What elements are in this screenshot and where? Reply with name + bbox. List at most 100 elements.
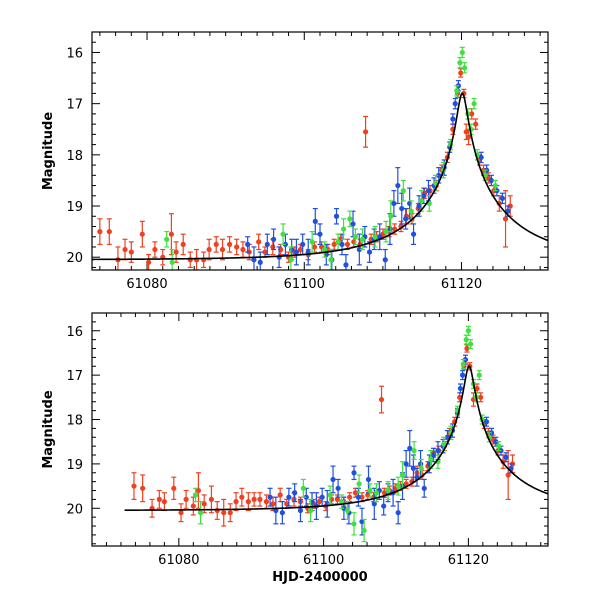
data-point (343, 262, 349, 268)
x-tick-label: 61100 (284, 277, 325, 292)
data-point (403, 461, 409, 467)
data-point (496, 443, 502, 449)
y-tick-label: 20 (66, 502, 83, 517)
data-point (365, 492, 371, 498)
data-point (221, 510, 227, 516)
data-point (234, 244, 240, 250)
data-point (192, 492, 199, 498)
data-point (270, 244, 276, 250)
data-point (270, 501, 276, 507)
plot-frame (91, 312, 549, 547)
data-point (201, 501, 207, 507)
model-curve (124, 365, 548, 511)
data-point (457, 385, 464, 392)
data-point (257, 259, 263, 265)
data-point (164, 236, 170, 242)
data-point (128, 249, 134, 255)
data-point (352, 490, 359, 496)
data-point (388, 213, 394, 219)
data-point (331, 241, 337, 248)
data-point (122, 246, 128, 253)
data-point (385, 487, 391, 494)
data-point (168, 231, 175, 237)
data-point (171, 485, 177, 491)
data-point (347, 494, 353, 500)
data-point (408, 208, 414, 214)
data-point (469, 111, 475, 117)
data-point (333, 213, 340, 219)
data-point (407, 445, 413, 451)
data-point (327, 492, 333, 498)
data-point (465, 134, 472, 140)
data-point (277, 492, 283, 498)
data-point (355, 494, 361, 500)
data-point (463, 337, 469, 343)
data-point (395, 510, 401, 516)
data-point (240, 246, 246, 253)
data-point (190, 503, 196, 509)
data-point (399, 205, 405, 212)
data-point (503, 454, 509, 460)
data-point (391, 200, 397, 207)
data-point (267, 494, 273, 500)
data-point (359, 518, 365, 525)
data-point (284, 501, 290, 507)
data-point (206, 246, 212, 253)
data-point (279, 510, 285, 516)
data-point (505, 472, 511, 478)
data-point (464, 345, 470, 352)
data-point (351, 470, 357, 476)
data-point (339, 241, 345, 248)
data-point (197, 510, 204, 516)
data-point (418, 198, 425, 204)
data-point (499, 195, 505, 201)
data-point (97, 229, 103, 235)
data-point (263, 499, 270, 505)
data-point (363, 129, 369, 135)
data-point (474, 385, 480, 392)
y-tick-label: 18 (66, 414, 83, 429)
data-point (421, 485, 427, 491)
data-point (280, 231, 286, 237)
y-tick-label: 16 (66, 46, 83, 61)
data-point (450, 116, 456, 122)
data-point (356, 246, 362, 253)
data-point (146, 259, 152, 265)
plot-area (124, 325, 548, 543)
x-tick-label: 61120 (448, 553, 489, 568)
data-point (488, 177, 494, 184)
data-point (502, 216, 509, 222)
data-point (256, 239, 262, 245)
data-point (493, 439, 499, 445)
data-point (347, 216, 353, 222)
data-point (214, 507, 220, 514)
data-point (460, 361, 466, 367)
y-tick-label: 17 (66, 98, 83, 113)
data-point (373, 490, 380, 496)
x-tick-label: 61080 (126, 277, 167, 292)
data-point (463, 129, 469, 135)
data-point (251, 257, 257, 263)
data-point (334, 496, 340, 502)
data-point (178, 510, 184, 516)
data-point (131, 483, 137, 489)
data-point (432, 180, 439, 186)
data-point (106, 229, 112, 235)
data-point (410, 465, 416, 471)
data-point (300, 241, 306, 248)
data-point (293, 249, 300, 255)
data-point (303, 494, 309, 500)
data-point (300, 485, 306, 491)
data-point (289, 246, 295, 253)
data-point (478, 154, 484, 160)
data-point (505, 208, 511, 214)
data-point (476, 372, 482, 378)
data-point (483, 419, 490, 425)
data-point (271, 236, 277, 242)
y-tick-label: 20 (66, 251, 83, 266)
data-point (161, 499, 167, 505)
data-point (319, 494, 325, 500)
data-point (395, 182, 401, 189)
data-point (330, 476, 336, 483)
